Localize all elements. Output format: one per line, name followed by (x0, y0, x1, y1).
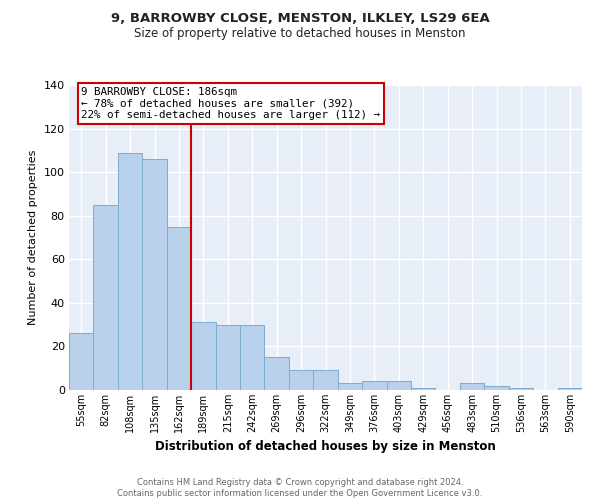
Bar (240, 324, 265, 390)
Bar (191, 322, 215, 390)
Bar (484, 386, 509, 390)
Bar (313, 370, 338, 390)
Bar (313, 370, 338, 390)
Bar (289, 370, 313, 390)
Bar (411, 388, 436, 390)
Bar (94, 205, 118, 390)
Bar (265, 358, 289, 390)
Bar (460, 384, 484, 390)
Bar (386, 382, 411, 390)
Bar (484, 386, 509, 390)
Bar (142, 159, 167, 390)
Bar (215, 324, 240, 390)
Bar (509, 388, 533, 390)
Bar (167, 226, 191, 390)
Bar (289, 370, 313, 390)
Text: 9 BARROWBY CLOSE: 186sqm
← 78% of detached houses are smaller (392)
22% of semi-: 9 BARROWBY CLOSE: 186sqm ← 78% of detach… (82, 87, 380, 120)
Bar (69, 334, 94, 390)
Bar (240, 324, 265, 390)
Bar (509, 388, 533, 390)
Text: Size of property relative to detached houses in Menston: Size of property relative to detached ho… (134, 28, 466, 40)
Bar (362, 382, 386, 390)
Y-axis label: Number of detached properties: Number of detached properties (28, 150, 38, 325)
Bar (142, 159, 167, 390)
Bar (118, 152, 142, 390)
Bar (338, 384, 362, 390)
Bar (411, 388, 436, 390)
Bar (557, 388, 582, 390)
Bar (265, 358, 289, 390)
Bar (215, 324, 240, 390)
Bar (69, 334, 94, 390)
X-axis label: Distribution of detached houses by size in Menston: Distribution of detached houses by size … (155, 440, 496, 454)
Bar (338, 384, 362, 390)
Bar (118, 152, 142, 390)
Bar (557, 388, 582, 390)
Text: 9, BARROWBY CLOSE, MENSTON, ILKLEY, LS29 6EA: 9, BARROWBY CLOSE, MENSTON, ILKLEY, LS29… (110, 12, 490, 26)
Bar (167, 226, 191, 390)
Bar (386, 382, 411, 390)
Bar (94, 205, 118, 390)
Bar (362, 382, 386, 390)
Text: Contains HM Land Registry data © Crown copyright and database right 2024.
Contai: Contains HM Land Registry data © Crown c… (118, 478, 482, 498)
Bar (460, 384, 484, 390)
Bar (191, 322, 215, 390)
